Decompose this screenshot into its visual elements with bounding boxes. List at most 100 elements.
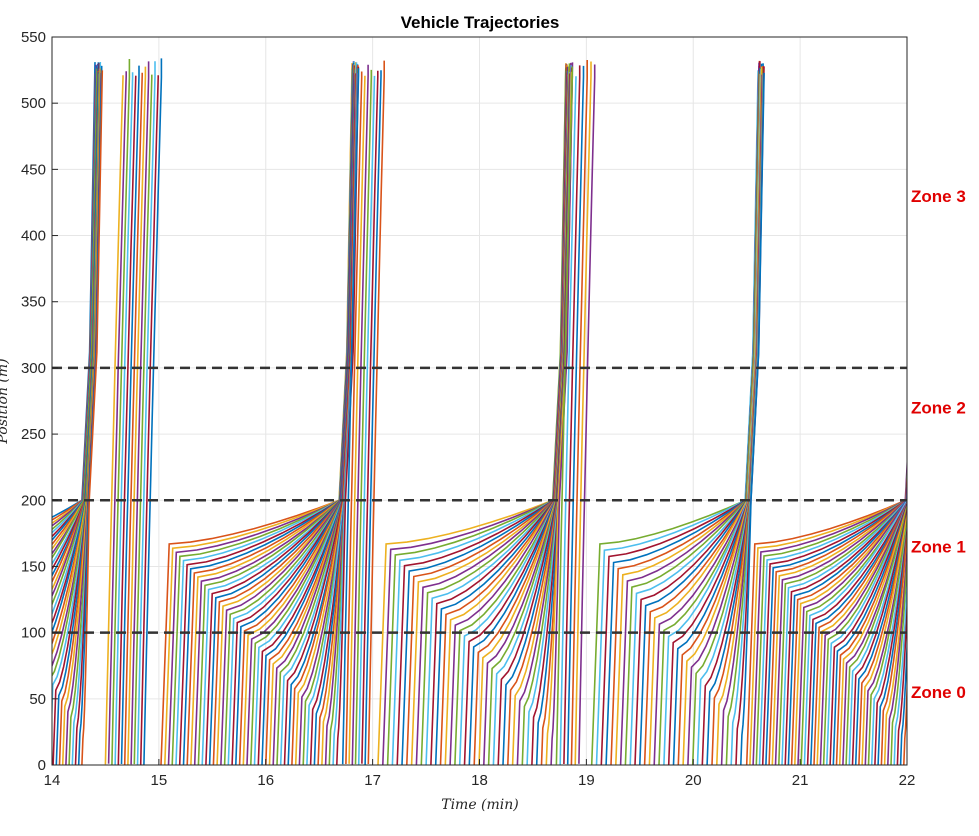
vehicle-trajectory <box>114 72 134 765</box>
y-tick-label-4: 200 <box>21 492 46 509</box>
vehicle-trajectory <box>819 500 907 765</box>
zone-label-2: Zone 1 <box>911 538 966 557</box>
vehicle-trajectory <box>883 541 907 765</box>
vehicle-trajectory <box>130 61 150 765</box>
vehicle-trajectory <box>861 511 907 765</box>
vehicle-trajectory <box>858 510 907 765</box>
y-tick-label-6: 300 <box>21 360 46 377</box>
vehicle-trajectory <box>790 494 907 765</box>
vehicle-trajectory <box>578 64 596 764</box>
vehicle-trajectory <box>816 502 907 765</box>
vehicle-trajectory <box>864 518 907 765</box>
vehicle-trajectory <box>890 552 907 765</box>
vehicle-trajectory <box>797 482 907 765</box>
y-tick-label-0: 0 <box>38 757 46 774</box>
vehicle-trajectory <box>123 72 143 765</box>
vehicle-trajectory <box>117 75 137 765</box>
vehicle-trajectory <box>348 75 366 764</box>
vehicle-trajectory <box>765 475 907 765</box>
vehicle-trajectory <box>107 71 127 764</box>
vehicle-trajectory <box>829 501 907 765</box>
y-tick-label-10: 500 <box>21 95 46 112</box>
y-tick-label-1: 50 <box>29 691 46 708</box>
x-tick-label-2: 16 <box>257 772 274 789</box>
vehicle-trajectory <box>341 68 360 765</box>
vehicle-trajectory <box>104 75 124 765</box>
vehicle-trajectory <box>52 68 98 560</box>
vehicle-trajectory <box>887 541 907 765</box>
y-tick-label-2: 100 <box>21 625 46 642</box>
vehicle-trajectory <box>755 461 907 765</box>
vehicle-trajectory <box>822 501 907 765</box>
vehicle-trajectory <box>842 506 907 765</box>
x-tick-label-0: 14 <box>44 772 61 789</box>
vehicle-trajectory <box>758 465 907 765</box>
x-tick-label-6: 20 <box>685 772 702 789</box>
vehicle-trajectory <box>139 75 159 765</box>
y-tick-label-11: 550 <box>21 29 46 46</box>
vehicle-trajectory <box>899 628 907 765</box>
vehicle-trajectory <box>794 494 907 765</box>
vehicle-trajectory <box>848 508 907 765</box>
zone-label-0: Zone 3 <box>911 187 966 206</box>
vehicle-trajectory <box>111 59 131 765</box>
y-axis-ticks: 0 50 100 150 200 250 300 350 400 450 500 550 <box>21 29 58 774</box>
vehicle-trajectory <box>826 501 907 765</box>
vehicle-trajectory <box>854 509 907 765</box>
vehicle-trajectory <box>870 522 907 765</box>
zone-label-3: Zone 0 <box>911 683 966 702</box>
vehicle-trajectory <box>566 65 585 765</box>
vehicle-trajectory <box>784 492 907 765</box>
zone-labels: Zone 3 Zone 2 Zone 1 Zone 0 <box>911 187 966 702</box>
x-axis-ticks: 14 15 16 17 18 19 20 21 22 <box>44 759 916 789</box>
vehicle-trajectory <box>903 665 907 765</box>
vehicle-trajectory <box>545 71 573 765</box>
vehicle-trajectory <box>120 65 140 765</box>
vehicle-trajectory <box>838 504 907 765</box>
vehicle-trajectory <box>345 71 363 765</box>
y-tick-label-7: 350 <box>21 294 46 311</box>
y-tick-label-5: 250 <box>21 426 46 443</box>
vehicle-trajectory <box>364 70 382 765</box>
x-tick-label-1: 15 <box>151 772 168 789</box>
vehicle-trajectory <box>133 74 153 765</box>
y-axis-label: Position (m) <box>0 358 11 444</box>
x-tick-label-7: 21 <box>792 772 809 789</box>
x-tick-label-5: 19 <box>578 772 595 789</box>
vehicle-trajectory <box>563 65 581 765</box>
vehicle-trajectory <box>351 64 369 765</box>
x-axis-label: Time (min) <box>441 797 519 813</box>
vehicle-trajectory <box>813 500 907 765</box>
vehicle-trajectory <box>574 61 592 765</box>
vehicle-trajectory <box>877 527 907 765</box>
vehicle-trajectory <box>570 60 588 765</box>
vehicle-trajectory <box>806 501 907 765</box>
vehicle-trajectory <box>768 467 907 765</box>
vehicle-trajectory <box>835 503 907 765</box>
chart-title: Vehicle Trajectories <box>401 13 560 32</box>
vehicle-trajectory <box>559 76 577 765</box>
vehicle-trajectory <box>740 72 765 765</box>
x-tick-label-4: 18 <box>471 772 488 789</box>
vehicle-trajectory <box>832 502 907 765</box>
vehicle-trajectory <box>893 573 907 765</box>
vehicle-trajectory <box>845 504 907 765</box>
vehicle-trajectory <box>127 66 147 765</box>
vehicle-trajectory <box>867 515 907 765</box>
y-tick-label-3: 150 <box>21 558 46 575</box>
zone-label-1: Zone 2 <box>911 399 966 418</box>
vehicle-trajectory <box>361 70 379 764</box>
vehicle-trajectory <box>367 60 385 765</box>
y-tick-label-9: 450 <box>21 161 46 178</box>
vehicle-trajectory <box>761 467 907 765</box>
vehicle-trajectory <box>851 506 907 765</box>
vehicle-trajectory <box>555 66 574 765</box>
vehicle-trajectory <box>354 69 373 765</box>
vehicle-trajectory <box>874 523 907 765</box>
x-tick-label-8: 22 <box>899 772 916 789</box>
vehicle-trajectory <box>787 484 907 765</box>
vehicle-trajectory <box>771 479 907 765</box>
vehicle-trajectory <box>774 471 907 765</box>
vehicle-trajectory <box>357 75 376 765</box>
